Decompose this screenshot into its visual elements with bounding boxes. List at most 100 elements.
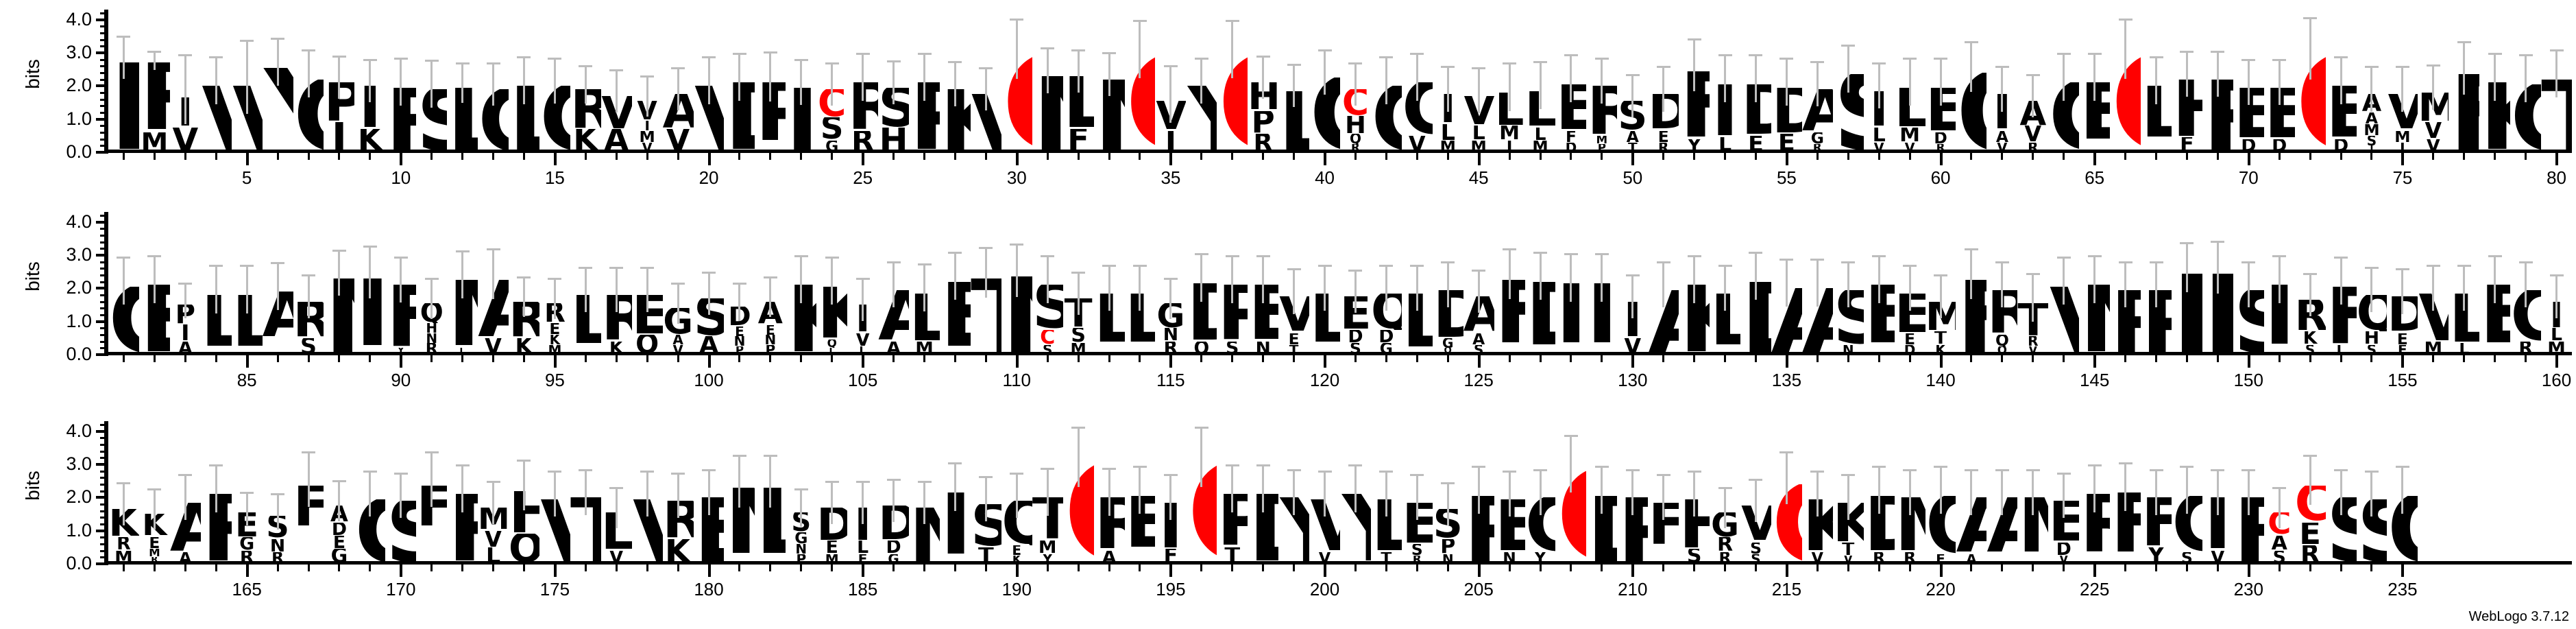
error-bar <box>1077 271 1080 315</box>
error-bar <box>1662 65 1665 112</box>
error-bar <box>1724 487 1727 528</box>
error-bar-cap <box>2272 254 2287 257</box>
error-bar-cap <box>2549 274 2564 277</box>
error-bar-cap <box>794 488 808 491</box>
y-tick-label: 2.0 <box>66 277 92 298</box>
error-bar <box>1539 252 1542 300</box>
logo-letter: T <box>1289 344 1299 355</box>
y-tick-minor <box>100 536 108 539</box>
x-tick-minor <box>1139 565 1141 571</box>
x-tick-minor <box>1816 565 1819 571</box>
y-tick-minor <box>100 523 108 525</box>
y-tick-minor <box>100 268 108 270</box>
x-tick-minor <box>1847 153 1849 160</box>
logo-letter: D <box>1934 132 1947 144</box>
x-tick-minor <box>1446 153 1449 160</box>
error-bar <box>1508 62 1511 111</box>
error-bar-cap <box>517 459 531 462</box>
x-tick-minor <box>646 153 648 160</box>
error-bar <box>2216 240 2219 294</box>
error-bar-cap <box>794 254 808 257</box>
x-tick-minor <box>369 153 372 160</box>
logo-letter: M <box>149 549 160 558</box>
error-bar <box>1477 270 1480 313</box>
error-bar <box>430 59 433 108</box>
x-tick-major <box>1015 355 1019 368</box>
logo-stack: SGNP <box>786 412 816 564</box>
x-tick-label: 10 <box>391 167 411 188</box>
error-bar <box>707 271 710 315</box>
y-tick-minor <box>100 105 108 108</box>
error-bar <box>1970 248 1973 300</box>
x-tick-minor <box>1662 153 1665 160</box>
logo-letter: M <box>1470 141 1487 152</box>
error-bar <box>1015 19 1018 79</box>
logo-letter: R <box>1718 552 1731 564</box>
error-bar-cap <box>732 283 746 285</box>
error-bar <box>862 278 864 322</box>
error-bar <box>2032 273 2034 322</box>
error-bar-cap <box>671 472 685 475</box>
error-bar-cap <box>1256 464 1270 466</box>
error-bar-cap <box>548 57 562 60</box>
y-tick-minor <box>100 45 108 48</box>
error-bar <box>707 468 710 515</box>
logo-letter: A <box>178 341 193 355</box>
x-tick-minor <box>2001 153 2004 160</box>
error-bar <box>984 475 987 522</box>
logo-letter: I <box>2400 142 2405 153</box>
error-bar <box>2063 257 2065 305</box>
x-axis-line <box>108 561 2572 565</box>
x-tick-minor <box>1354 355 1357 362</box>
error-bar <box>122 482 125 526</box>
error-bar-cap <box>1872 254 1886 257</box>
error-bar <box>338 250 341 296</box>
x-tick-minor <box>2278 153 2281 160</box>
error-bar-cap <box>2334 468 2348 471</box>
error-bar <box>892 479 895 523</box>
error-bar <box>2555 49 2558 98</box>
logo-letter: R <box>851 130 875 152</box>
logo-letter: A <box>1966 554 1977 565</box>
logo-letter: E <box>149 537 160 549</box>
error-bar-cap <box>486 62 500 64</box>
error-bar-cap <box>579 266 593 269</box>
x-tick-minor <box>492 565 495 571</box>
x-tick-minor <box>2309 153 2311 160</box>
y-tick-minor <box>100 300 108 303</box>
x-tick-minor <box>1262 355 1265 362</box>
error-bar-cap <box>1041 254 1055 257</box>
y-tick-label: 0.0 <box>66 141 92 162</box>
y-tick-label: 2.0 <box>66 486 92 508</box>
error-bar <box>892 60 895 104</box>
error-bar-cap <box>825 257 839 259</box>
error-bar <box>584 266 587 313</box>
error-bar <box>1570 54 1572 103</box>
y-tick-minor <box>100 71 108 74</box>
error-bar-cap <box>1317 265 1332 268</box>
y-tick-minor <box>100 261 108 263</box>
error-bar <box>1015 472 1018 519</box>
error-bar-cap <box>979 247 993 250</box>
error-bar-cap <box>240 491 254 494</box>
error-bar <box>2216 51 2219 97</box>
logo-letter: V <box>672 344 683 355</box>
error-bar <box>1724 54 1727 103</box>
logo-letter: D <box>1565 142 1577 153</box>
x-tick-minor <box>677 565 679 571</box>
y-tick-label: 3.0 <box>66 244 92 265</box>
error-bar-cap <box>948 60 962 63</box>
error-bar <box>1415 474 1418 520</box>
error-bar-cap <box>1102 52 1117 55</box>
logo-letter: M <box>825 554 839 565</box>
logo-letter: K <box>609 341 624 355</box>
x-tick-label: 85 <box>236 370 257 390</box>
x-tick-minor <box>461 355 464 362</box>
y-tick-major <box>96 253 108 257</box>
error-bar <box>553 57 556 104</box>
error-bar <box>953 462 956 511</box>
x-tick-minor <box>1262 565 1265 571</box>
error-bar-cap <box>1441 65 1455 68</box>
x-tick-minor <box>1139 355 1141 362</box>
